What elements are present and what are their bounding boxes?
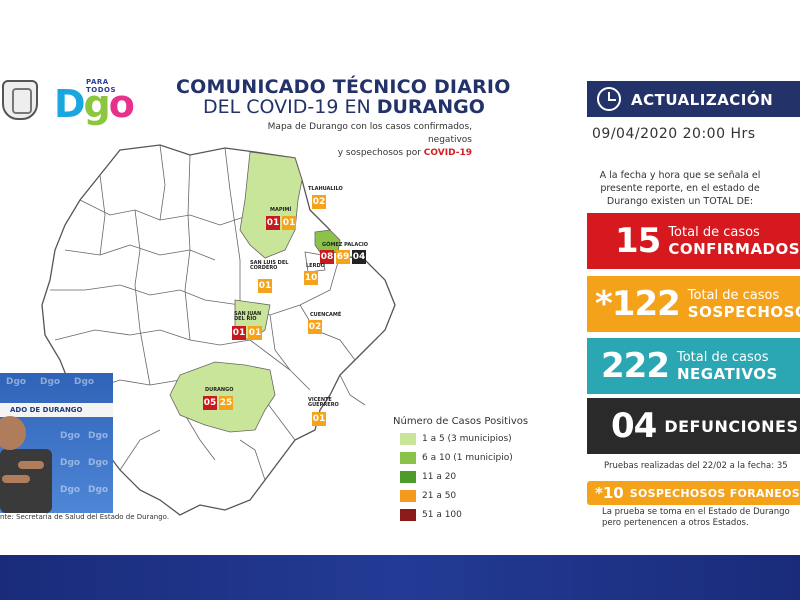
legend-swatch <box>400 471 416 483</box>
foreign-suspected-bar: *10 SOSPECHOSOS FORANEOS <box>587 481 800 505</box>
intro-text: A la fecha y hora que se señala el prese… <box>599 170 761 207</box>
san-luis-suspected: 01 <box>258 279 272 293</box>
foreign-suspected-label: SOSPECHOSOS FORANEOS <box>629 486 800 500</box>
deaths-card: 04 DEFUNCIONES <box>587 398 800 454</box>
dgo-logo: PARA TODOS Dgo <box>54 78 135 128</box>
confirmed-count: 15 <box>615 221 661 261</box>
lerdo-suspected: 10 <box>304 271 318 285</box>
logo-tagline: PARA TODOS <box>86 78 117 94</box>
update-label: ACTUALIZACIÓN <box>631 91 774 109</box>
durango-suspected: 25 <box>219 396 233 410</box>
negative-card: 222 Total de casos NEGATIVOS <box>587 338 800 394</box>
legend-swatch <box>400 433 416 445</box>
tests-note: Pruebas realizadas del 22/02 a la fecha:… <box>604 461 788 471</box>
suspected-count: *122 <box>595 284 681 324</box>
foreign-note: La prueba se toma en el Estado de Durang… <box>602 507 790 528</box>
durango-confirmed: 05 <box>203 396 217 410</box>
durango-map: TLAHUALILO 02 MAPIMÍ 01 01 GÓMEZ PALACIO… <box>40 140 410 520</box>
logo-wordmark: Dgo <box>54 82 135 126</box>
map-subtitle: Mapa de Durango con los casos confirmado… <box>267 122 472 158</box>
legend-swatch <box>400 490 416 502</box>
gomez-palacio-deaths: 04 <box>352 250 366 264</box>
legend-item: 11 a 20 <box>400 470 456 484</box>
map-svg <box>41 144 396 516</box>
mapimi-suspected: 01 <box>282 216 296 230</box>
vicente-guerrero-suspected: 01 <box>312 412 326 426</box>
source-note: nte: Secretaría de Salud del Estado de D… <box>0 513 170 521</box>
gomez-palacio-suspected: 69 <box>336 250 350 264</box>
report-datetime: 09/04/2020 20:00 Hrs <box>592 126 756 142</box>
confirmed-card: 15 Total de casos CONFIRMADOS <box>587 213 800 269</box>
video-banner: ADO DE DURANGO <box>0 403 113 417</box>
cuencame-suspected: 02 <box>308 320 322 334</box>
clock-icon <box>597 87 621 111</box>
tlahualilo-suspected: 02 <box>312 195 326 209</box>
gomez-palacio-confirmed: 08 <box>320 250 334 264</box>
legend-item: 21 a 50 <box>400 489 456 503</box>
legend-title: Número de Casos Positivos <box>393 416 529 427</box>
legend-item: 6 a 10 (1 municipio) <box>400 451 513 465</box>
legend-swatch <box>400 452 416 464</box>
suspected-card: *122 Total de casosSOSPECHOSOS <box>587 276 800 332</box>
presenter-figure <box>0 416 52 513</box>
footer-bar <box>0 555 800 600</box>
mapimi-confirmed: 01 <box>266 216 280 230</box>
deaths-count: 04 <box>611 406 657 446</box>
legend-item: 51 a 100 <box>400 508 462 522</box>
page-title-line2: DEL COVID-19 EN DURANGO <box>203 96 485 118</box>
san-juan-suspected: 01 <box>248 326 262 340</box>
video-inset: Dgo Dgo Dgo Dgo Dgo Dgo Dgo Dgo Dgo ADO … <box>0 373 113 513</box>
legend-swatch <box>400 509 416 521</box>
negative-count: 222 <box>601 346 670 386</box>
update-bar: ACTUALIZACIÓN <box>587 81 800 117</box>
state-seal-icon <box>2 80 38 120</box>
san-juan-confirmed: 01 <box>232 326 246 340</box>
page-title: COMUNICADO TÉCNICO DIARIO <box>176 76 511 98</box>
foreign-suspected-count: *10 <box>595 484 624 502</box>
legend-item: 1 a 5 (3 municipios) <box>400 432 512 446</box>
